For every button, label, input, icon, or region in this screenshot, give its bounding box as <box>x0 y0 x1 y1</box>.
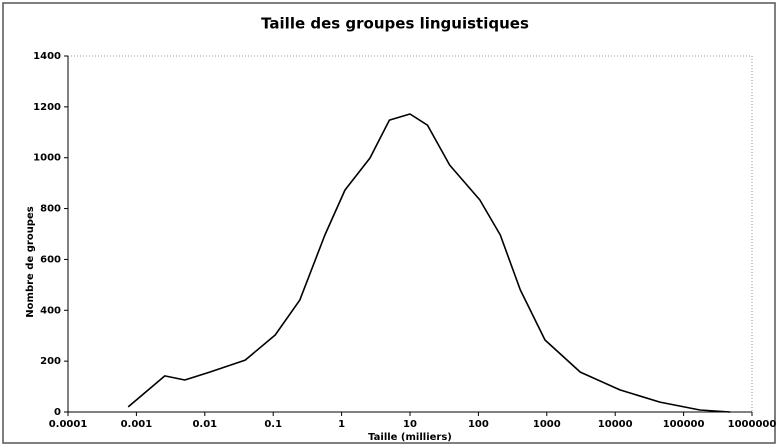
x-tick-label: 100 <box>468 419 489 430</box>
y-tick-label: 1400 <box>33 51 61 62</box>
x-tick-label: 1000 <box>533 419 561 430</box>
y-axis-label: Nombre de groupes <box>25 206 36 317</box>
chart-title: Taille des groupes linguistiques <box>261 15 529 33</box>
x-tick-label: 10000 <box>598 419 633 430</box>
x-tick-label: 0.001 <box>121 419 153 430</box>
y-tick-label: 800 <box>40 204 61 215</box>
y-tick-label: 1000 <box>33 153 61 164</box>
data-line <box>127 113 731 413</box>
x-tick-label: 1 <box>338 419 345 430</box>
x-tick-label: 1000000 <box>728 419 777 430</box>
x-tick-label: 10 <box>403 419 417 430</box>
x-tick-label: 0.01 <box>192 419 217 430</box>
x-tick-label: 0.0001 <box>49 419 88 430</box>
x-axis-label: Taille (milliers) <box>368 432 452 443</box>
y-tick-label: 200 <box>40 356 61 367</box>
y-tick-label: 400 <box>40 305 61 316</box>
x-tick-label: 100000 <box>663 419 705 430</box>
y-tick-label: 1200 <box>33 102 61 113</box>
x-tick-label: 0.1 <box>264 419 282 430</box>
y-tick-label: 0 <box>54 407 61 418</box>
y-tick-label: 600 <box>40 254 61 265</box>
